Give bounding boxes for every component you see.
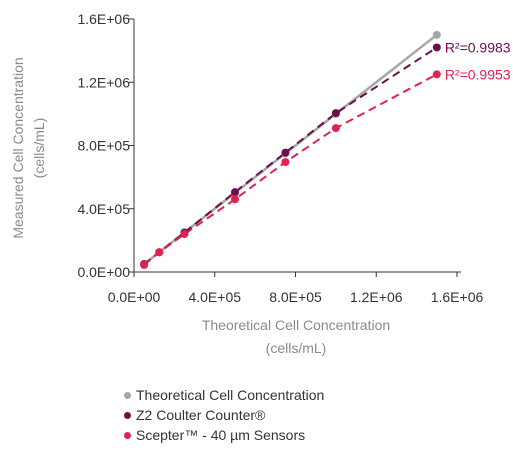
y-tick-label: 1.6E+06 — [77, 11, 130, 27]
y-tick-label: 0.0E+00 — [77, 264, 130, 280]
data-point-series-3 — [432, 70, 441, 79]
data-point-series-3 — [331, 124, 340, 133]
series — [140, 30, 441, 269]
y-axis-title-line-1: Measured Cell Concentration — [10, 57, 26, 238]
legend-marker — [124, 391, 131, 399]
legend-label: Scepter™ - 40 µm Sensors — [136, 427, 306, 443]
data-point-series-2 — [432, 43, 441, 52]
tick-labels: 0.0E+00 4.0E+05 8.0E+05 1.2E+06 1.6E+06 0.0E+… — [77, 11, 483, 305]
data-point-series-3 — [140, 260, 149, 269]
data-point-series-2 — [281, 148, 290, 157]
y-tick-label: 8.0E+05 — [77, 138, 130, 154]
x-tick-label: 4.0E+05 — [188, 289, 241, 305]
y-tick-label: 4.0E+05 — [77, 201, 130, 217]
x-tick-label: 0.0E+00 — [108, 289, 161, 305]
legend-label: Z2 Coulter Counter® — [136, 407, 266, 423]
x-tick-label: 1.6E+06 — [431, 289, 484, 305]
x-axis-title-line-1: Theoretical Cell Concentration — [202, 317, 390, 333]
legend-marker — [124, 431, 131, 439]
legend-item-3: Scepter™ - 40 µm Sensors — [124, 425, 324, 445]
data-point-series-1 — [432, 30, 441, 39]
chart-plot: Measured Cell Concentration (cells/mL) T… — [10, 11, 511, 356]
legend: Theoretical Cell Concentration Z2 Coulter… — [124, 385, 324, 445]
data-point-series-3 — [155, 248, 164, 257]
annotations: R²=0.9983 R²=0.9953 — [445, 39, 511, 82]
data-point-series-2 — [331, 109, 340, 118]
x-tick-label: 8.0E+05 — [269, 289, 322, 305]
r-squared-label-series-3: R²=0.9953 — [445, 66, 511, 82]
axes — [129, 18, 461, 277]
data-point-series-3 — [281, 158, 290, 167]
y-tick-label: 1.2E+06 — [77, 74, 130, 90]
legend-item-1: Theoretical Cell Concentration — [124, 385, 324, 405]
x-axis-title: Theoretical Cell Concentration (cells/mL… — [202, 317, 390, 356]
data-point-series-3 — [180, 230, 189, 239]
data-point-series-2 — [230, 188, 239, 197]
x-axis-title-line-2: (cells/mL) — [266, 340, 327, 356]
legend-label: Theoretical Cell Concentration — [136, 387, 325, 403]
legend-item-2: Z2 Coulter Counter® — [124, 405, 324, 425]
series-line-3 — [143, 73, 438, 266]
y-axis-title: Measured Cell Concentration (cells/mL) — [10, 57, 47, 238]
y-axis-title-line-2: (cells/mL) — [31, 118, 47, 179]
x-tick-label: 1.2E+06 — [350, 289, 403, 305]
r-squared-label-series-2: R²=0.9983 — [445, 39, 511, 55]
legend-marker — [124, 411, 131, 419]
data-point-series-3 — [230, 195, 239, 204]
